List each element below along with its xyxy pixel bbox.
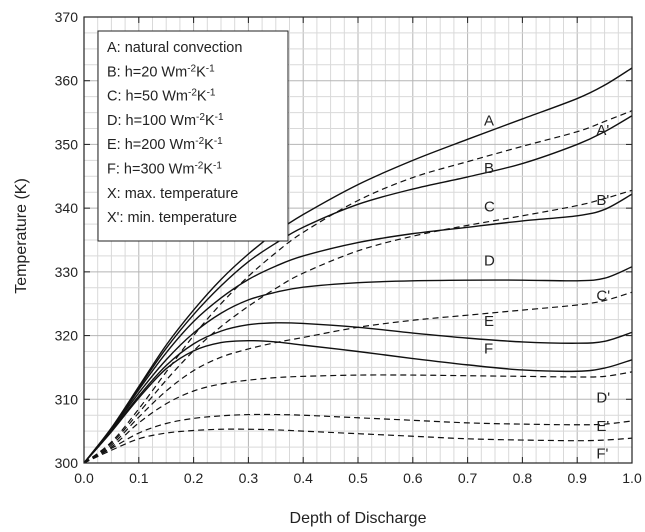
series-d-prime-line — [83, 371, 633, 464]
y-tick-label: 340 — [55, 200, 79, 216]
series-f-label: F — [484, 340, 493, 357]
legend-entry: A: natural convection — [107, 40, 242, 56]
x-tick-label: 0.3 — [239, 470, 259, 486]
legend-entry: D: h=100 Wm-2K-1 — [107, 112, 224, 129]
legend-entry: X': min. temperature — [107, 210, 237, 226]
series-e-line — [83, 322, 633, 464]
series-c-prime-line — [83, 291, 633, 464]
series-a-prime-label: A' — [596, 122, 609, 139]
series-f-prime-line — [83, 428, 633, 464]
x-tick-label: 1.0 — [622, 470, 642, 486]
x-tick-label: 0.0 — [74, 470, 94, 486]
series-e-label: E — [484, 313, 494, 330]
series-a-prime-line — [83, 110, 633, 464]
series-a-label: A — [484, 112, 494, 129]
legend-entry: X: max. temperature — [107, 186, 238, 202]
x-tick-label: 0.5 — [348, 470, 368, 486]
series-b-prime-line — [83, 189, 633, 464]
series-c-label: C — [484, 198, 495, 215]
legend-frame — [97, 30, 289, 242]
y-tick-label: 320 — [55, 328, 79, 344]
x-tick-label: 0.4 — [293, 470, 313, 486]
series-f-line — [83, 339, 633, 464]
x-tick-label: 0.7 — [458, 470, 478, 486]
y-tick-label: 300 — [55, 455, 79, 471]
y-tick-label: 370 — [55, 9, 79, 25]
y-tick-label: 330 — [55, 264, 79, 280]
y-tick-label: 310 — [55, 391, 79, 407]
y-axis-title: Temperature (K) — [13, 178, 30, 294]
series-e-prime-label: E' — [596, 418, 609, 435]
legend-entry: F: h=300 Wm-2K-1 — [107, 161, 222, 178]
x-tick-label: 0.9 — [567, 470, 587, 486]
y-tick-label: 350 — [55, 136, 79, 152]
series-f-prime-label: F' — [596, 446, 608, 463]
curve-layer: A B C D EF A' B' C' D' E' F' — [83, 67, 633, 464]
legend-entry: C: h=50 Wm-2K-1 — [107, 88, 216, 105]
legend-entry: B: h=20 Wm-2K-1 — [107, 63, 215, 80]
series-b-prime-label: B' — [596, 192, 609, 209]
series-c-line — [83, 193, 633, 464]
legend-box: A: natural convection B: h=20 Wm-2K-1 C: h… — [97, 30, 289, 242]
series-d-label: D — [484, 252, 495, 269]
x-axis-title: Depth of Discharge — [290, 510, 427, 527]
x-tick-label: 0.8 — [513, 470, 533, 486]
series-b-label: B — [484, 160, 494, 177]
series-d-line — [83, 266, 633, 464]
y-tick-label: 360 — [55, 73, 79, 89]
series-e-prime-line — [83, 413, 633, 464]
x-tick-label: 0.1 — [129, 470, 149, 486]
legend-entry: E: h=200 Wm-2K-1 — [107, 136, 223, 153]
x-tick-label: 0.2 — [184, 470, 204, 486]
series-d-prime-label: D' — [596, 389, 610, 406]
series-c-prime-label: C' — [596, 288, 610, 305]
axis-layer: 0.0 0.1 0.2 0.3 0.4 0.5 0.6 0.7 0.8 0.9 1.0 300 310 3… — [55, 9, 642, 486]
x-tick-label: 0.6 — [403, 470, 423, 486]
